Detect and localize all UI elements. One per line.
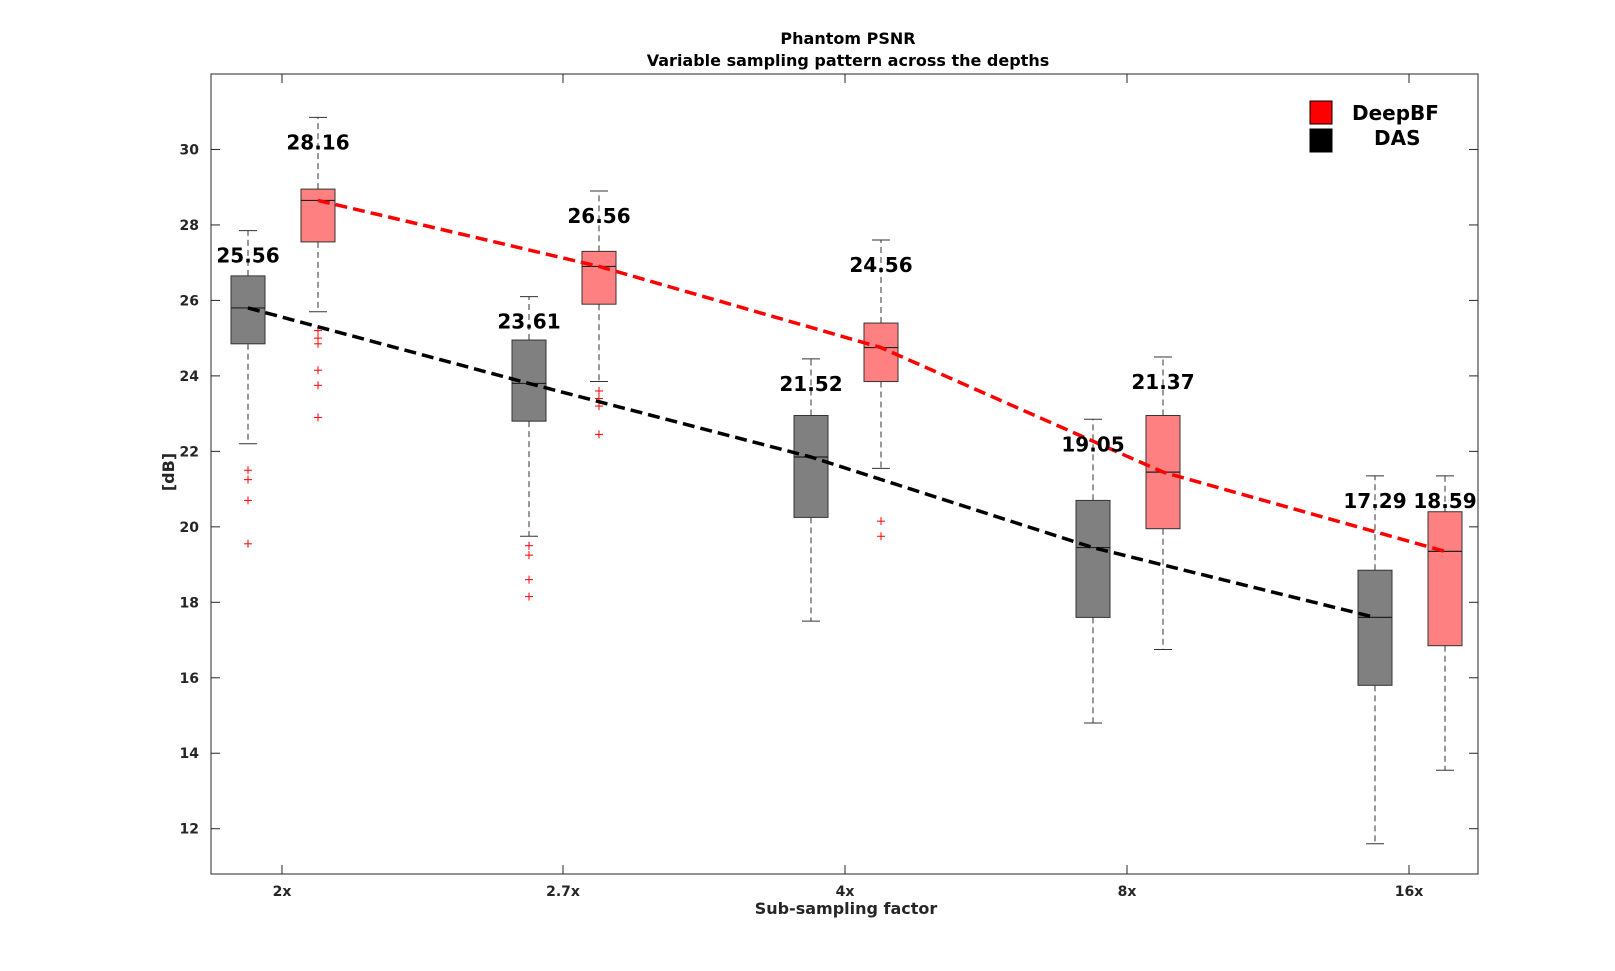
x-tick-label: 16x bbox=[1395, 884, 1424, 900]
value-label-das: 21.52 bbox=[779, 372, 842, 396]
box-iqr bbox=[1427, 511, 1463, 647]
value-label-deepbf: 26.56 bbox=[567, 204, 630, 228]
y-axis-label: [dB] bbox=[159, 453, 178, 491]
box-das-16x bbox=[1357, 475, 1393, 845]
x-tick-label: 2.7x bbox=[546, 884, 580, 900]
value-label-das: 19.05 bbox=[1061, 432, 1124, 456]
legend: DeepBF DAS bbox=[1295, 88, 1465, 170]
box-das-4x bbox=[793, 358, 829, 622]
box-iqr bbox=[793, 415, 829, 518]
y-tick-label: 28 bbox=[180, 218, 199, 234]
y-tick-label: 12 bbox=[180, 822, 199, 838]
box-deepbf-2.7x bbox=[581, 190, 617, 439]
x-tick-label: 4x bbox=[836, 884, 855, 900]
value-label-deepbf: 28.16 bbox=[286, 130, 349, 154]
y-tick-label: 18 bbox=[180, 595, 199, 611]
trend-line-das bbox=[247, 306, 1376, 620]
value-label-deepbf: 18.59 bbox=[1413, 489, 1476, 513]
box-deepbf-2x bbox=[300, 116, 336, 422]
box-iqr bbox=[581, 250, 617, 305]
box-iqr bbox=[1075, 499, 1111, 618]
box-iqr bbox=[300, 188, 336, 243]
legend-swatch-das bbox=[1309, 128, 1333, 153]
box-iqr bbox=[1357, 569, 1393, 686]
value-label-deepbf: 21.37 bbox=[1131, 370, 1194, 394]
box-das-2x bbox=[230, 230, 266, 548]
plot-frame bbox=[210, 73, 1479, 875]
legend-label-deepbf: DeepBF bbox=[1352, 101, 1439, 125]
legend-label-das: DAS bbox=[1374, 126, 1420, 150]
box-deepbf-4x bbox=[863, 239, 899, 541]
x-axis-label: Sub-sampling factor bbox=[755, 899, 938, 918]
value-label-das: 25.56 bbox=[216, 244, 279, 268]
y-tick-label: 14 bbox=[180, 746, 200, 762]
x-tick-label: 2x bbox=[273, 884, 292, 900]
y-tick-label: 20 bbox=[180, 520, 200, 536]
box-deepbf-16x bbox=[1427, 475, 1463, 771]
box-deepbf-8x bbox=[1145, 356, 1181, 650]
trend-line-deepbf bbox=[317, 198, 1446, 554]
y-tick-label: 30 bbox=[180, 142, 200, 158]
y-tick-label: 16 bbox=[180, 671, 199, 687]
chart-title: Phantom PSNR bbox=[780, 29, 915, 48]
value-label-das: 23.61 bbox=[497, 310, 560, 334]
box-das-2.7x bbox=[511, 296, 547, 601]
value-label-deepbf: 24.56 bbox=[849, 253, 912, 277]
chart-subtitle: Variable sampling pattern across the dep… bbox=[647, 51, 1049, 70]
box-das-8x bbox=[1075, 418, 1111, 724]
y-tick-label: 22 bbox=[180, 444, 199, 460]
value-label-das: 17.29 bbox=[1343, 489, 1406, 513]
legend-swatch-deepbf bbox=[1309, 100, 1333, 125]
y-tick-label: 24 bbox=[180, 369, 200, 385]
x-tick-label: 8x bbox=[1118, 884, 1137, 900]
plot-area: 12 14 16 18 20 22 24 26 28 30 2x 2.7x 4x 8x 16x 25.56 23… bbox=[180, 73, 1479, 900]
y-tick-label: 26 bbox=[180, 293, 199, 309]
